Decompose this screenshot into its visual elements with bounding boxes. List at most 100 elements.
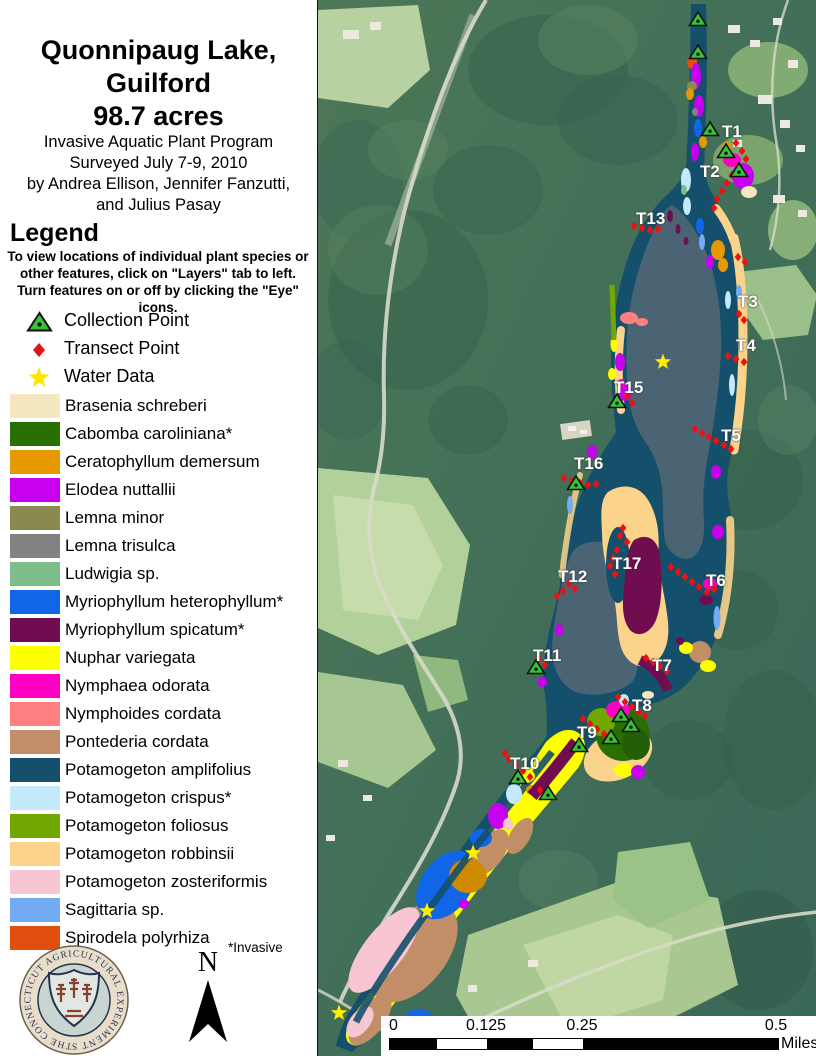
species-name: Ceratophyllum demersum [65, 452, 260, 471]
species-name: Lemna minor [65, 508, 165, 527]
scale-tick: 0 [389, 1017, 398, 1034]
species-color-swatch [10, 590, 60, 614]
transect-point-marker [536, 785, 544, 795]
species-color-swatch [10, 618, 60, 642]
species-color-swatch [10, 674, 60, 698]
fields [318, 5, 816, 1052]
transect-point-marker [592, 479, 600, 489]
transect-point-marker [740, 315, 748, 325]
transect-point-marker [732, 138, 740, 148]
transect-point-marker [741, 257, 749, 267]
legend-species-row: Nymphaea odorata [0, 672, 317, 700]
transect-point-marker [584, 480, 592, 490]
collection-point-marker [569, 736, 589, 753]
legend-species-row: Lemna trisulca [0, 532, 317, 560]
transect-point-marker [734, 252, 742, 262]
species-color-swatch [10, 478, 60, 502]
species-name: Spirodela polyrhiza [65, 928, 210, 947]
species-name: Myriophyllum heterophyllum* [65, 592, 284, 611]
legend-species-row: Cabomba caroliniana* [0, 420, 317, 448]
species-name: Cabomba caroliniana* [65, 424, 233, 443]
water-data-marker [464, 844, 482, 860]
legend-species-row: Elodea nuttallii [0, 476, 317, 504]
info-panel: Quonnipaug Lake, Guilford 98.7 acres Inv… [0, 0, 317, 1056]
transect-point-marker [586, 719, 594, 729]
transect-point-icon [24, 338, 54, 362]
transect-point-marker [630, 221, 638, 231]
species-name: Nymphoides cordata [65, 704, 221, 723]
transect-point-marker [611, 569, 619, 579]
transect-point-marker [688, 577, 696, 587]
transect-point-marker [646, 225, 654, 235]
species-name: Elodea nuttallii [65, 480, 176, 499]
transect-point-marker [695, 582, 703, 592]
survey-subtitle: Invasive Aquatic Plant Program Surveyed … [0, 132, 317, 216]
transect-point-marker [641, 711, 649, 721]
transect-point-marker [519, 766, 527, 776]
collection-point-marker [621, 716, 641, 733]
transect-point-marker [553, 591, 561, 601]
species-name: Sagittaria sp. [65, 900, 165, 919]
transect-point-marker [656, 661, 664, 671]
legend-heading: Legend [10, 218, 99, 247]
species-name: Potamogeton crispus* [65, 788, 232, 807]
transect-point-marker [667, 562, 675, 572]
transect-point-marker [663, 666, 671, 676]
t17-plant-bed [601, 486, 669, 667]
transect-point-marker [621, 697, 629, 707]
transect-point-marker [727, 444, 735, 454]
transect-point-marker [742, 154, 750, 164]
collection-point-marker [607, 392, 627, 409]
legend-species-row: Potamogeton robbinsii [0, 840, 317, 868]
species-name: Myriophyllum spicatum* [65, 620, 245, 639]
transect-point-marker [579, 714, 587, 724]
transect-point-marker [616, 531, 624, 541]
species-color-swatch [10, 394, 60, 418]
collection-point-marker [716, 142, 736, 159]
transect-point-marker [740, 357, 748, 367]
collection-point-marker [688, 43, 708, 60]
transect-point-marker [600, 729, 608, 739]
transect-point-marker [571, 584, 579, 594]
species-name: Lemna trisulca [65, 536, 176, 555]
species-name: Ludwigia sp. [65, 564, 160, 583]
species-name: Potamogeton amplifolius [65, 760, 252, 779]
subtitle-line-3: by Andrea Ellison, Jennifer Fanzutti, [26, 175, 291, 193]
species-color-swatch [10, 562, 60, 586]
species-name: Brasenia schreberi [65, 396, 207, 415]
species-color-swatch [10, 758, 60, 782]
transect-point-marker [623, 537, 631, 547]
species-color-swatch [10, 898, 60, 922]
transect-point-marker [713, 194, 721, 204]
transect-point-marker [609, 553, 617, 563]
transect-point-marker [614, 692, 622, 702]
species-name: Nymphaea odorata [65, 676, 210, 695]
transect-point-marker [606, 561, 614, 571]
legend-species-row: Spirodela polyrhiza [0, 924, 317, 952]
north-arrow: N [183, 948, 233, 1052]
caes-seal-logo: THE CONNECTICUT AGRICULTURAL EXPERIMENT … [14, 937, 130, 1056]
north-label: N [197, 947, 219, 978]
t9-plant-bed [527, 655, 673, 800]
legend-row-transect-point: Transect Point [0, 336, 317, 364]
water-data-marker [418, 902, 436, 918]
transect-point-marker [613, 545, 621, 555]
species-color-swatch [10, 870, 60, 894]
transect-point-marker [710, 584, 718, 594]
legend-species-row: Pontederia cordata [0, 728, 317, 756]
transect-point-marker [674, 567, 682, 577]
collection-point-marker [601, 728, 621, 745]
subtitle-line-1: Invasive Aquatic Plant Program [43, 133, 274, 151]
species-name: Potamogeton foliosus [65, 816, 229, 835]
transect-point-marker [732, 354, 740, 364]
legend-row-collection-point: Collection Point [0, 308, 317, 336]
species-color-swatch [10, 730, 60, 754]
species-color-swatch [10, 926, 60, 950]
transect-point-marker [691, 424, 699, 434]
legend-species-row: Potamogeton amplifolius [0, 756, 317, 784]
title-line-3: 98.7 acres [93, 101, 224, 132]
scale-tick: 0.125 [465, 1017, 507, 1034]
transect-point-marker [642, 653, 650, 663]
map-view[interactable]: T1 T2 T13 T3 T4 T15 T5 T16 T17 T12 T6 T11 T7 T8 T9 T10 … [317, 0, 816, 1056]
